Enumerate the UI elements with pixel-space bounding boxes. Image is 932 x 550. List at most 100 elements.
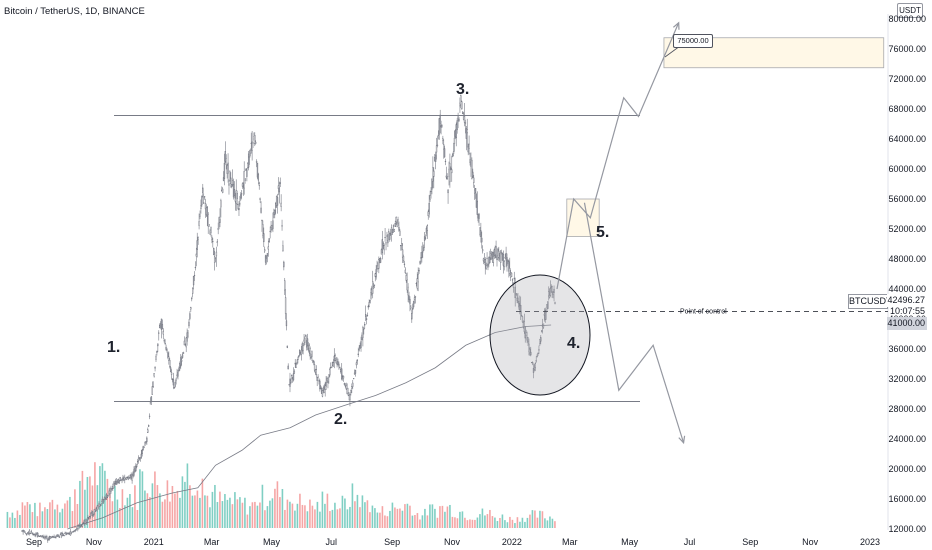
candle-body <box>230 177 232 184</box>
candle-body <box>187 332 189 337</box>
candle-body <box>260 207 262 213</box>
candle-body <box>398 226 400 231</box>
volume-bar <box>141 471 144 528</box>
candle-body <box>188 321 190 327</box>
candle-body <box>332 361 335 364</box>
volume-bar <box>236 499 239 528</box>
volume-bar <box>359 507 361 528</box>
candle-body <box>316 377 318 381</box>
candle-body <box>339 366 341 368</box>
candle-body <box>397 219 399 225</box>
volume-bar <box>56 504 59 528</box>
volume-bar <box>199 497 201 528</box>
candle-body <box>175 378 177 381</box>
candle-body <box>206 206 208 217</box>
volume-bar <box>246 514 249 528</box>
candle-body <box>510 272 513 278</box>
candle-body <box>163 340 165 342</box>
candle-body <box>96 505 98 510</box>
candle-body <box>225 158 227 165</box>
candle-body <box>460 95 462 106</box>
volume-bar <box>204 495 206 528</box>
candle-body <box>346 388 348 394</box>
volume-bar <box>94 462 96 528</box>
volume-bar <box>91 485 94 528</box>
candle-body <box>284 280 286 291</box>
candle-body <box>101 500 103 505</box>
candle-body <box>113 483 115 489</box>
volume-bar <box>371 505 374 528</box>
currency-unit-badge: USDT <box>897 3 923 18</box>
volume-bar <box>434 508 436 528</box>
candle-body <box>259 197 261 201</box>
volume-bar <box>126 497 129 528</box>
candle-body <box>216 241 218 243</box>
candle-body <box>468 143 470 149</box>
candle-body <box>463 116 466 123</box>
candle-body <box>117 479 119 483</box>
candle-body <box>139 457 142 460</box>
candle-body <box>131 475 133 481</box>
candle-body <box>447 189 449 194</box>
annotation-label: 2. <box>334 411 347 428</box>
candle-body <box>382 242 384 246</box>
candle-body <box>505 252 507 261</box>
volume-bar <box>319 511 321 528</box>
candle-body <box>140 453 142 458</box>
volume-bar <box>39 502 41 528</box>
volume-bar <box>284 509 286 528</box>
candle-body <box>450 167 452 170</box>
volume-bar <box>251 502 254 528</box>
candle-body <box>211 236 213 241</box>
volume-bar <box>326 493 329 528</box>
volume-bar <box>381 506 384 528</box>
volume-bar <box>411 515 414 528</box>
candle-body <box>507 260 509 262</box>
volume-bar <box>379 512 381 528</box>
candle-body <box>396 222 398 227</box>
candle-body <box>451 154 454 157</box>
candle-body <box>295 364 297 368</box>
candle-body <box>213 256 216 263</box>
candle-body <box>193 275 196 277</box>
candle-body <box>540 337 542 342</box>
candle-body <box>449 163 451 183</box>
candle-body <box>202 187 204 193</box>
candle-body <box>181 354 184 358</box>
volume-bar <box>174 493 176 528</box>
candle-body <box>265 255 268 259</box>
y-tick-label: 52000.00 <box>888 224 926 234</box>
volume-bar <box>119 507 121 528</box>
x-tick-label: Nov <box>444 537 461 547</box>
candle-body <box>110 487 112 493</box>
candle-body <box>513 277 515 280</box>
candle-body <box>412 307 414 310</box>
candle-body <box>280 202 282 207</box>
volume-bar <box>26 502 29 528</box>
candle-body <box>53 536 55 538</box>
candle-body <box>537 352 539 354</box>
candle-body <box>281 225 283 227</box>
candle-body <box>407 286 409 296</box>
candle-body <box>430 190 432 192</box>
candle-body <box>46 536 48 539</box>
candle-body <box>309 347 311 354</box>
volume-bar <box>301 504 304 528</box>
candle-body <box>154 366 156 369</box>
candle-body <box>487 264 489 266</box>
volume-bar <box>429 504 431 528</box>
candle-body <box>451 169 453 174</box>
volume-bar <box>186 463 189 528</box>
volume-bar <box>449 504 451 528</box>
candle-body <box>33 534 35 536</box>
x-axis: Sep Nov 2021 Mar May Jul Sep Nov 2022 Mar May Jul Se… <box>26 537 880 547</box>
candle-body <box>244 178 246 181</box>
volume-bar <box>111 501 114 528</box>
candle-body <box>554 302 556 305</box>
volume-bar <box>219 491 221 528</box>
candle-body <box>426 225 428 231</box>
candle-body <box>520 314 523 316</box>
candle-body <box>257 173 260 181</box>
candle-body <box>319 380 321 390</box>
